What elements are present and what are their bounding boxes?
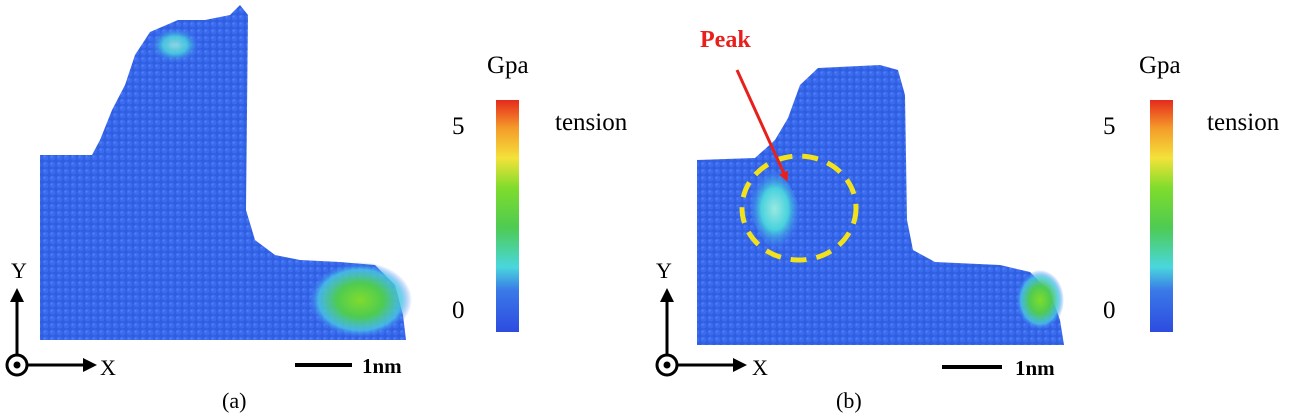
y-axis-label-a: Y bbox=[11, 258, 27, 283]
colorbar-tick-min-b: 0 bbox=[1103, 297, 1116, 324]
colorbar-unit-b: Gpa bbox=[1139, 52, 1181, 79]
peak-arrow bbox=[735, 69, 789, 182]
stress-region-top-a bbox=[150, 27, 200, 63]
colorbar-tick-max-a: 5 bbox=[452, 113, 465, 140]
y-axis-label-b: Y bbox=[656, 258, 672, 283]
stress-region-edge-b bbox=[1016, 270, 1064, 330]
colorbar-label-b: tension bbox=[1207, 109, 1280, 136]
caption-a: (a) bbox=[222, 388, 246, 413]
stress-region-b bbox=[747, 166, 802, 251]
panel-b: Peak Y X 1nm (b) Gpa 5 0 tension bbox=[655, 27, 1280, 413]
x-axis-label-a: X bbox=[100, 355, 116, 380]
peak-annotation: Peak bbox=[700, 27, 751, 53]
atom-structure-a bbox=[40, 5, 406, 340]
colorbar-a bbox=[496, 100, 519, 332]
highlight-circle bbox=[739, 153, 859, 263]
atom-structure-b bbox=[697, 65, 1064, 345]
axes-triad-b bbox=[655, 288, 747, 377]
colorbar-tick-min-a: 0 bbox=[452, 297, 465, 324]
axes-triad-a bbox=[5, 288, 97, 377]
colorbar-tick-max-b: 5 bbox=[1103, 113, 1116, 140]
colorbar-unit-a: Gpa bbox=[487, 52, 529, 79]
colorbar-b bbox=[1150, 100, 1173, 332]
x-axis-label-b: X bbox=[752, 355, 768, 380]
stress-region-a bbox=[308, 262, 412, 338]
panel-a: Y X 1nm (a) Gpa 5 0 tension bbox=[5, 5, 628, 413]
caption-b: (b) bbox=[836, 388, 862, 413]
scale-bar-label-a: 1nm bbox=[362, 354, 402, 378]
colorbar-label-a: tension bbox=[555, 109, 628, 136]
scale-bar-label-b: 1nm bbox=[1015, 356, 1055, 380]
